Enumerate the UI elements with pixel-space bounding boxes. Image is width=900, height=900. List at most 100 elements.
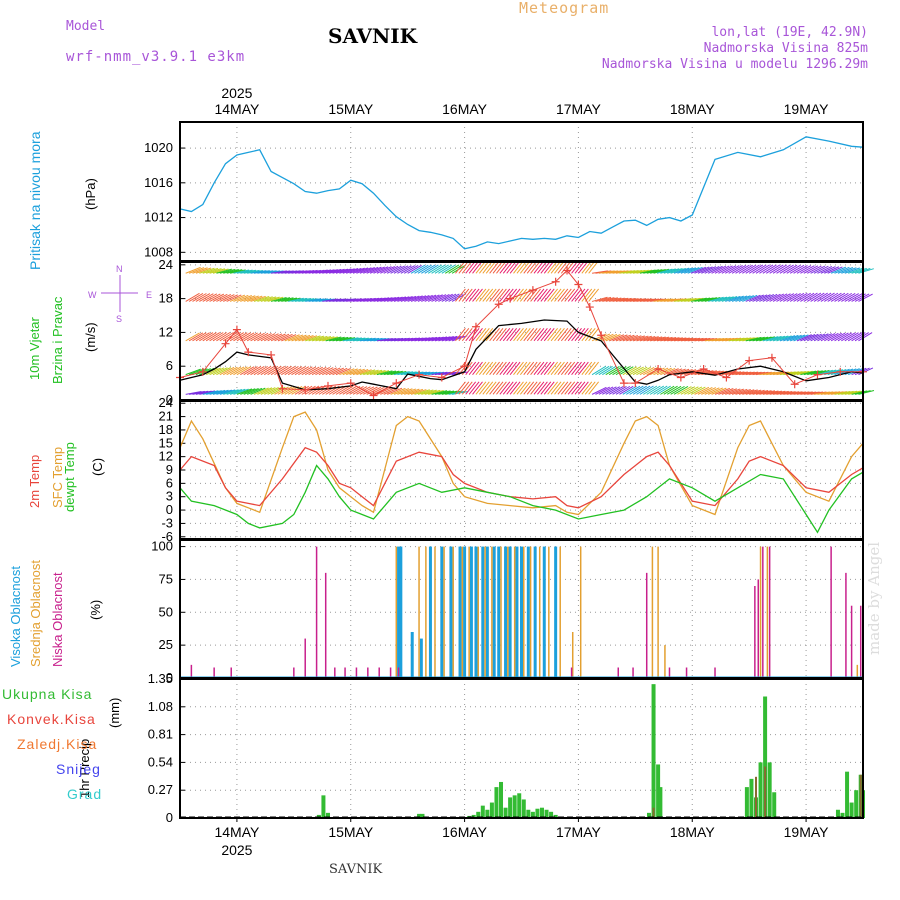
wind-arrow <box>598 297 615 302</box>
wind-arrow <box>581 381 593 395</box>
wind-arrow <box>421 389 437 395</box>
wind-arrow <box>369 369 386 376</box>
wind-arrow <box>694 369 711 376</box>
wind-arrow <box>738 264 753 274</box>
wind-arrow <box>277 386 293 395</box>
wind-arrow <box>632 269 649 274</box>
wind-arrow <box>294 298 311 302</box>
wind-arrow <box>752 264 767 274</box>
wind-arrow <box>858 268 874 274</box>
wind-arrow <box>400 371 417 376</box>
wind-arrow <box>718 265 733 274</box>
wind-arrow <box>339 337 356 342</box>
gust-marker <box>494 300 503 309</box>
wind-arrow <box>257 270 274 274</box>
wind-arrow <box>834 391 851 395</box>
precip-total-bar <box>658 787 663 818</box>
gust-marker <box>813 370 822 379</box>
model-name: wrf-nmm_v3.9.1 e3km <box>66 49 246 65</box>
wind-arrow <box>308 335 325 342</box>
wind-arrow <box>793 370 810 376</box>
y-tick-label: 1020 <box>144 140 173 155</box>
wind-arrow <box>329 336 345 342</box>
wind-arrow <box>421 371 438 376</box>
wind-arrow <box>837 267 854 274</box>
wind-direction-arrows <box>185 260 875 395</box>
wind-arrow <box>851 267 867 274</box>
wind-arrow <box>431 336 448 342</box>
wind-arrow <box>707 265 723 274</box>
wind-arrow <box>766 335 782 342</box>
wind-arrow <box>670 337 687 342</box>
wind-arrow <box>485 288 497 302</box>
wind-arrow <box>376 370 393 376</box>
wind-arrow <box>749 389 765 395</box>
wind-arrow <box>592 270 608 274</box>
wind-arrow <box>858 390 875 395</box>
wind-arrow <box>185 390 202 395</box>
wind-arrow <box>332 385 347 395</box>
y-tick-label: 1012 <box>144 210 173 225</box>
wind-arrow <box>465 361 477 375</box>
bottom-day-label: 14MAY <box>214 824 260 840</box>
precip-legend-frozen: Zaledj.Kisa <box>17 736 98 752</box>
wind-arrow <box>632 385 647 395</box>
gust-marker <box>836 367 845 376</box>
wind-arrow <box>817 333 832 342</box>
wind-arrow <box>328 268 345 274</box>
wind-arrow <box>264 270 281 274</box>
product-title: Meteogram <box>519 0 610 17</box>
wind-arrow <box>841 293 856 302</box>
wind-arrow <box>530 288 541 302</box>
wind-arrow <box>755 371 772 376</box>
model-label: Model <box>66 19 106 34</box>
precip-total-bar <box>849 802 854 818</box>
y-tick-label: 21 <box>159 409 173 424</box>
wind-arrow <box>786 391 803 395</box>
wind-arrow <box>243 388 259 395</box>
wind-arrow <box>441 264 456 274</box>
wind-arrow <box>373 297 390 302</box>
wind-arrow <box>636 366 651 376</box>
wind-arrow <box>352 267 369 274</box>
bottom-day-label: 18MAY <box>670 824 716 840</box>
wind-arrow <box>619 385 634 395</box>
wind-arrow <box>393 296 410 302</box>
wind-arrow <box>820 266 836 274</box>
wind-arrow <box>369 266 385 274</box>
y-tick-label: 1.08 <box>148 699 173 714</box>
wind-arrow <box>745 294 761 302</box>
wind-arrow <box>608 366 624 376</box>
wind-arrow <box>684 337 701 342</box>
wind-arrow <box>567 361 579 375</box>
wind-arrow <box>308 366 324 376</box>
wind-arrow <box>615 366 631 376</box>
wind-arrow <box>769 293 785 302</box>
wind-arrow <box>222 332 238 342</box>
gust-marker <box>460 362 469 371</box>
y-tick-label: 0 <box>166 810 173 825</box>
wind-arrow <box>383 265 399 274</box>
wind-arrow <box>209 332 224 342</box>
wind-arrow <box>315 298 332 302</box>
wind-arrow <box>772 335 789 342</box>
wind-arrow <box>428 336 444 342</box>
wind-arrow <box>421 294 437 302</box>
wind-arrow <box>660 385 675 395</box>
wind-arrow <box>807 333 822 342</box>
wind-arrow <box>691 297 707 302</box>
precip-total-bar <box>489 802 494 818</box>
wind-arrow <box>742 389 758 395</box>
wind-arrow <box>233 269 250 274</box>
wind-arrow <box>318 269 335 274</box>
wind-arrow <box>807 391 824 395</box>
wind-arrow <box>417 337 434 342</box>
wind-arrow <box>277 365 292 376</box>
wind-arrow <box>499 381 511 395</box>
wind-arrow <box>359 369 376 376</box>
wind-arrow <box>397 265 412 274</box>
wind-arrow <box>837 390 854 395</box>
wind-arrow <box>509 361 521 375</box>
wind-arrow <box>427 294 443 302</box>
cloud-high-bar <box>419 638 423 678</box>
